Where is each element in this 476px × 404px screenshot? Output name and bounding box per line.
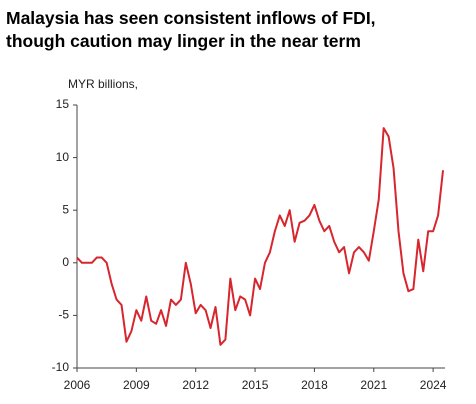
y-tick-label: -5: [58, 308, 69, 322]
x-tick-label: 2006: [64, 378, 91, 392]
x-tick-label: 2024: [420, 378, 447, 392]
x-tick-label: 2015: [242, 378, 269, 392]
y-axis-label: MYR billions,: [68, 77, 138, 91]
y-tick-label: 10: [56, 150, 70, 164]
x-tick-label: 2012: [182, 378, 209, 392]
chart-title: though caution may linger in the near te…: [6, 31, 361, 51]
x-tick-label: 2009: [123, 378, 150, 392]
data-line: [76, 127, 445, 346]
x-tick-label: 2018: [301, 378, 328, 392]
y-tick-label: -10: [52, 360, 70, 374]
y-tick-label: 0: [62, 255, 69, 269]
chart-title: Malaysia has seen consistent inflows of …: [6, 8, 376, 28]
y-tick-label: 5: [62, 202, 69, 216]
x-tick-label: 2021: [360, 378, 387, 392]
y-tick-label: 15: [56, 97, 70, 111]
